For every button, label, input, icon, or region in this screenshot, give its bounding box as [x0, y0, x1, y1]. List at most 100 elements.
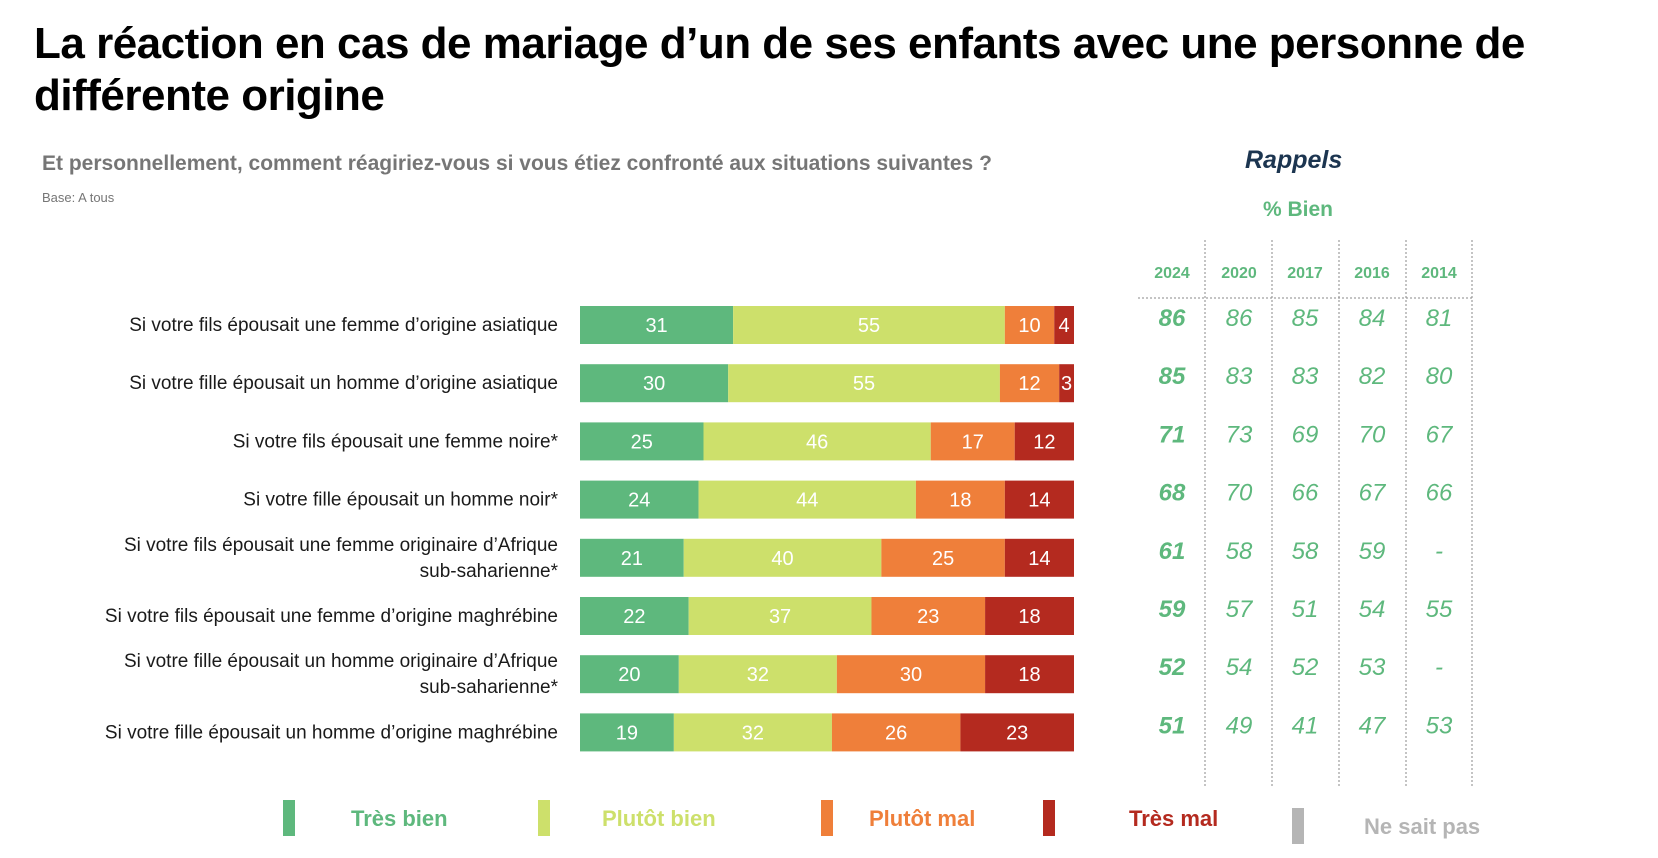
legend-label: Plutôt mal	[869, 806, 976, 831]
rappel-value: 86	[1159, 305, 1186, 332]
rappel-value: 82	[1359, 363, 1386, 390]
data-label: 10	[1018, 315, 1040, 337]
bar-segment-plutôt-mal	[999, 364, 1060, 403]
category-label-line: Si votre fille épousait un homme noir*	[243, 490, 558, 511]
rappel-value: 83	[1226, 363, 1253, 390]
bar-segment-plutôt-bien	[698, 480, 916, 519]
data-label: 20	[618, 664, 640, 686]
category-label-line: Si votre fille épousait un homme d’origi…	[105, 722, 558, 743]
rappel-value: 51	[1292, 596, 1319, 623]
bar-segment-plutôt-bien	[728, 364, 1000, 403]
legend-label: Très mal	[1129, 806, 1219, 831]
rappel-value: 58	[1292, 538, 1319, 565]
category-label: Si votre fils épousait une femme noire*	[233, 431, 559, 452]
data-label: 44	[796, 490, 818, 512]
data-label: 14	[1028, 490, 1050, 512]
year-header: 2016	[1354, 265, 1390, 282]
category-label-line: Si votre fils épousait une femme d’origi…	[129, 315, 558, 336]
bar-segment-très-bien	[580, 422, 704, 461]
bar-segment-très-bien	[580, 655, 679, 694]
data-label: 19	[616, 722, 638, 744]
rappel-value: 55	[1426, 596, 1453, 623]
rappel-value: 84	[1359, 305, 1386, 332]
legend-swatch	[283, 800, 295, 836]
bar-segment-très-mal	[1004, 480, 1074, 519]
data-label: 12	[1018, 373, 1040, 395]
bar-segment-plutôt-mal	[831, 713, 961, 752]
rappel-value: 59	[1159, 596, 1186, 623]
data-label: 40	[771, 548, 793, 570]
rappel-value: 47	[1359, 712, 1387, 739]
bar-segment-plutôt-mal	[930, 422, 1015, 461]
category-label-line: sub-saharienne*	[420, 561, 559, 582]
rappel-value: 41	[1292, 712, 1319, 739]
legend-swatch	[821, 800, 833, 836]
chart-title: La réaction en cas de mariage d’un de se…	[34, 19, 1525, 120]
bar-segment-très-mal	[960, 713, 1074, 752]
rappel-value: 68	[1159, 480, 1186, 507]
data-label: 17	[962, 431, 984, 453]
rappel-value: 66	[1426, 480, 1453, 507]
legend-label: Plutôt bien	[602, 806, 716, 831]
data-label: 55	[858, 315, 880, 337]
bar-segment-plutôt-mal	[881, 538, 1005, 577]
data-label: 3	[1061, 373, 1072, 395]
bar-segment-plutôt-bien	[733, 306, 1005, 344]
data-label: 32	[747, 664, 769, 686]
bar-segment-très-bien	[580, 306, 734, 344]
bar-segment-très-mal	[1059, 364, 1074, 403]
year-header: 2014	[1421, 265, 1457, 282]
rappel-value: 70	[1226, 480, 1253, 507]
rappel-value: 61	[1159, 538, 1186, 565]
year-header: 2024	[1154, 265, 1190, 282]
data-label: 30	[643, 373, 665, 395]
data-label: 25	[932, 548, 954, 570]
category-label-line: Si votre fils épousait une femme d’origi…	[105, 606, 558, 627]
rappel-value: -	[1435, 538, 1443, 565]
base-note: Base: A tous	[42, 190, 115, 205]
rappel-value: 66	[1292, 480, 1319, 507]
rappel-value: 49	[1226, 712, 1253, 739]
rappel-value: 67	[1426, 421, 1454, 448]
category-label-line: Si votre fils épousait une femme noire*	[233, 431, 559, 452]
category-label: Si votre fils épousait une femme d’origi…	[129, 315, 558, 336]
data-label: 18	[1018, 664, 1040, 686]
category-label: Si votre fille épousait un homme d’origi…	[129, 373, 558, 394]
category-label-line: Si votre fille épousait un homme origina…	[124, 651, 558, 672]
bar-segment-plutôt-bien	[678, 655, 837, 694]
rappel-value: 81	[1426, 305, 1453, 332]
bar-segment-très-mal	[1054, 306, 1074, 344]
data-label: 23	[1006, 722, 1028, 744]
rappel-value: 51	[1159, 712, 1186, 739]
rappel-value: 53	[1426, 712, 1453, 739]
bar-segment-très-mal	[1014, 422, 1074, 461]
rappel-value: -	[1435, 654, 1443, 681]
chart-subtitle: Et personnellement, comment réagiriez-vo…	[42, 152, 992, 175]
data-label: 25	[631, 431, 653, 453]
year-header: 2017	[1287, 265, 1323, 282]
category-label-line: sub-saharienne*	[420, 677, 559, 698]
data-label: 30	[900, 664, 922, 686]
category-label: Si votre fille épousait un homme origina…	[124, 651, 559, 698]
data-label: 23	[917, 606, 939, 628]
data-label: 21	[621, 548, 643, 570]
bar-segment-plutôt-bien	[688, 597, 872, 635]
rappel-value: 73	[1226, 421, 1253, 448]
rappels-subtitle: % Bien	[1263, 198, 1334, 221]
rappel-value: 52	[1292, 654, 1319, 681]
bar-segment-plutôt-bien	[703, 422, 931, 461]
rappel-value: 86	[1226, 305, 1253, 332]
category-label: Si votre fille épousait un homme d’origi…	[105, 722, 558, 743]
data-label: 46	[806, 431, 828, 453]
bar-segment-plutôt-bien	[673, 713, 832, 752]
category-label-line: Si votre fils épousait une femme origina…	[124, 535, 558, 556]
bar-segment-plutôt-mal	[836, 655, 986, 694]
bar-segment-très-mal	[985, 597, 1074, 635]
rappel-value: 80	[1426, 363, 1453, 390]
rappel-value: 85	[1292, 305, 1319, 332]
data-label: 14	[1028, 548, 1050, 570]
legend-label: Très bien	[351, 806, 448, 831]
rappel-value: 54	[1359, 596, 1386, 623]
bar-segment-très-bien	[580, 538, 684, 577]
rappel-value: 69	[1292, 421, 1319, 448]
